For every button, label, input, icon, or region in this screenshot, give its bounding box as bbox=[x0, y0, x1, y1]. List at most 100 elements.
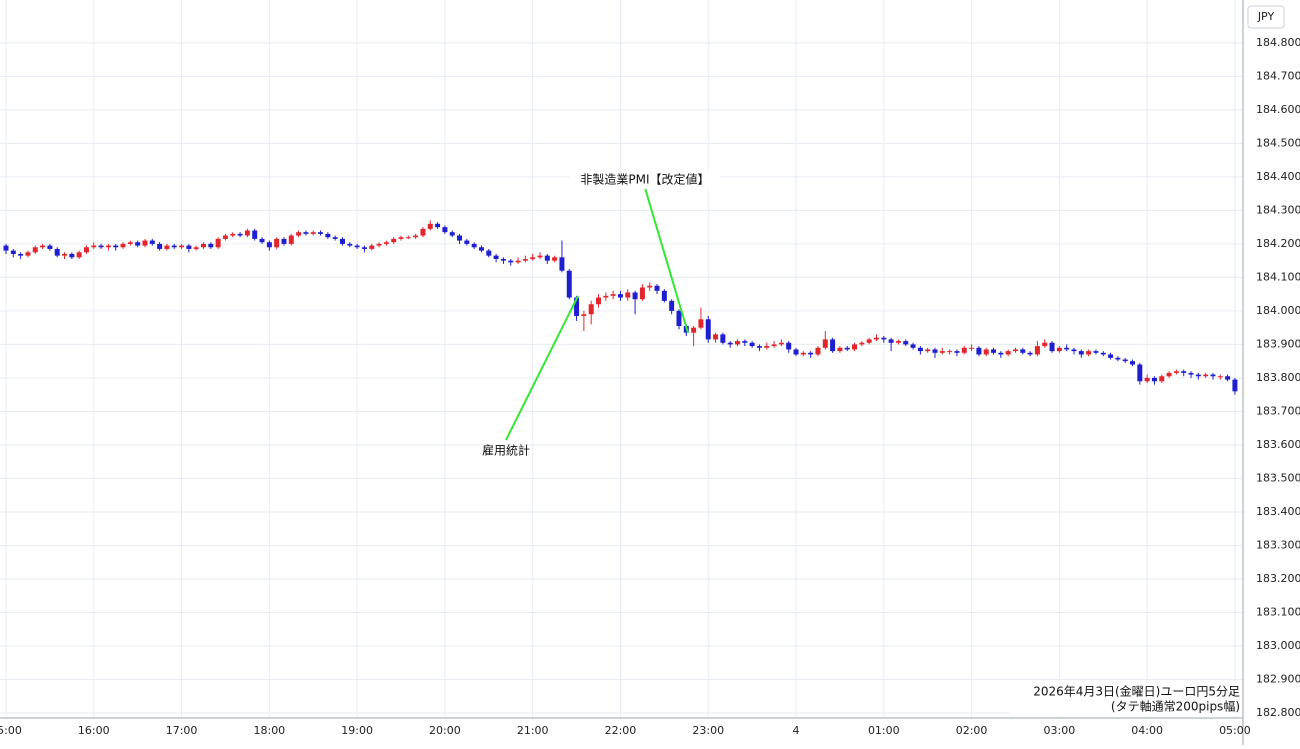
candle-body bbox=[54, 248, 60, 256]
y-tick-label: 183.700 bbox=[1256, 404, 1300, 417]
candle-body bbox=[303, 232, 309, 234]
y-tick-label: 184.700 bbox=[1256, 69, 1300, 82]
candle-body bbox=[954, 351, 960, 353]
candle-body bbox=[127, 242, 133, 244]
candle-body bbox=[515, 260, 521, 263]
candle-body bbox=[420, 228, 426, 236]
grid bbox=[0, 0, 1243, 718]
candle-body bbox=[786, 342, 792, 350]
candle-body bbox=[478, 247, 484, 251]
candle-body bbox=[405, 237, 411, 239]
y-tick-label: 183.100 bbox=[1256, 605, 1300, 618]
candle-body bbox=[288, 235, 294, 244]
candle-body bbox=[486, 250, 492, 256]
candle-body bbox=[778, 342, 784, 345]
candle-body bbox=[157, 243, 163, 249]
candle-body bbox=[435, 223, 441, 228]
x-tick-label: 23:00 bbox=[692, 724, 724, 737]
candle-body bbox=[398, 237, 404, 239]
y-tick-label: 184.500 bbox=[1256, 136, 1300, 149]
candle-body bbox=[230, 233, 236, 236]
candle-body bbox=[1144, 377, 1150, 382]
y-tick-label: 184.100 bbox=[1256, 270, 1300, 283]
candle-body bbox=[25, 252, 31, 256]
candle-body bbox=[201, 243, 207, 248]
candle-body bbox=[808, 352, 814, 355]
candle-body bbox=[603, 295, 609, 298]
candle-body bbox=[113, 245, 119, 248]
x-tick-label: 22:00 bbox=[605, 724, 637, 737]
candle-body bbox=[457, 235, 463, 241]
x-tick-label: 20:00 bbox=[429, 724, 461, 737]
candle-body bbox=[1108, 354, 1114, 358]
candle-body bbox=[18, 253, 24, 256]
candle-body bbox=[69, 253, 75, 258]
annotation-line bbox=[644, 187, 689, 334]
candle-body bbox=[888, 339, 894, 343]
candle-body bbox=[464, 240, 470, 244]
candle-body bbox=[895, 341, 901, 343]
candle-body bbox=[1210, 374, 1216, 377]
candle-body bbox=[369, 245, 375, 249]
candle-body bbox=[676, 310, 682, 326]
candle-body bbox=[800, 352, 806, 355]
annotation: 非製造業PMI【改定値】 bbox=[580, 172, 709, 187]
candle-body bbox=[910, 344, 916, 348]
x-tick-label: 18:00 bbox=[253, 724, 285, 737]
candle-body bbox=[1078, 351, 1084, 355]
candle-body bbox=[296, 232, 302, 236]
candle-body bbox=[1181, 371, 1187, 373]
candle-body bbox=[873, 337, 879, 340]
candle-body bbox=[705, 319, 711, 340]
candle-body bbox=[354, 245, 360, 248]
candle-body bbox=[713, 334, 719, 340]
candle-body bbox=[632, 292, 638, 300]
candle-body bbox=[508, 260, 514, 263]
candle-body bbox=[596, 297, 602, 305]
y-tick-label: 183.000 bbox=[1256, 639, 1300, 652]
candle-body bbox=[171, 245, 177, 248]
candle-body bbox=[3, 245, 9, 251]
candle-body bbox=[318, 232, 324, 234]
candle-body bbox=[1020, 349, 1026, 353]
candle-body bbox=[105, 245, 111, 248]
candle-body bbox=[1232, 379, 1238, 392]
candle-body bbox=[449, 232, 455, 236]
caption: (タテ軸通常200pips幅) bbox=[1111, 699, 1240, 714]
candle-body bbox=[442, 227, 448, 233]
candle-body bbox=[40, 245, 46, 248]
y-tick-label: 183.900 bbox=[1256, 337, 1300, 350]
candle-body bbox=[376, 243, 382, 246]
candle-body bbox=[1071, 349, 1077, 352]
candle-body bbox=[756, 346, 762, 348]
candle-body bbox=[427, 223, 433, 229]
candle-body bbox=[537, 255, 543, 258]
candle-body bbox=[391, 238, 397, 243]
candle-body bbox=[815, 347, 821, 355]
candle-body bbox=[215, 238, 221, 248]
candle-body bbox=[120, 243, 126, 248]
candle-body bbox=[274, 238, 280, 248]
candle-body bbox=[1093, 351, 1099, 353]
candle-body bbox=[735, 341, 740, 345]
y-tick-label: 183.600 bbox=[1256, 438, 1300, 451]
candle-body bbox=[654, 285, 660, 291]
candle-body bbox=[347, 243, 353, 246]
candle-body bbox=[742, 341, 748, 343]
candle-body bbox=[493, 255, 499, 259]
candle-body bbox=[135, 242, 141, 246]
candle-body bbox=[164, 245, 170, 249]
candle-body bbox=[1151, 377, 1157, 382]
y-tick-label: 183.400 bbox=[1256, 505, 1300, 518]
candle-body bbox=[566, 270, 572, 298]
candle-body bbox=[1159, 376, 1165, 382]
candle-body bbox=[771, 344, 777, 347]
caption: 2026年4月3日(金曜日)ユーロ円5分足 bbox=[1033, 684, 1240, 699]
candle-body bbox=[822, 339, 828, 348]
candle-body bbox=[259, 238, 265, 243]
candle-body bbox=[1203, 374, 1209, 377]
candle-body bbox=[844, 347, 850, 350]
candle-body bbox=[1217, 376, 1223, 378]
